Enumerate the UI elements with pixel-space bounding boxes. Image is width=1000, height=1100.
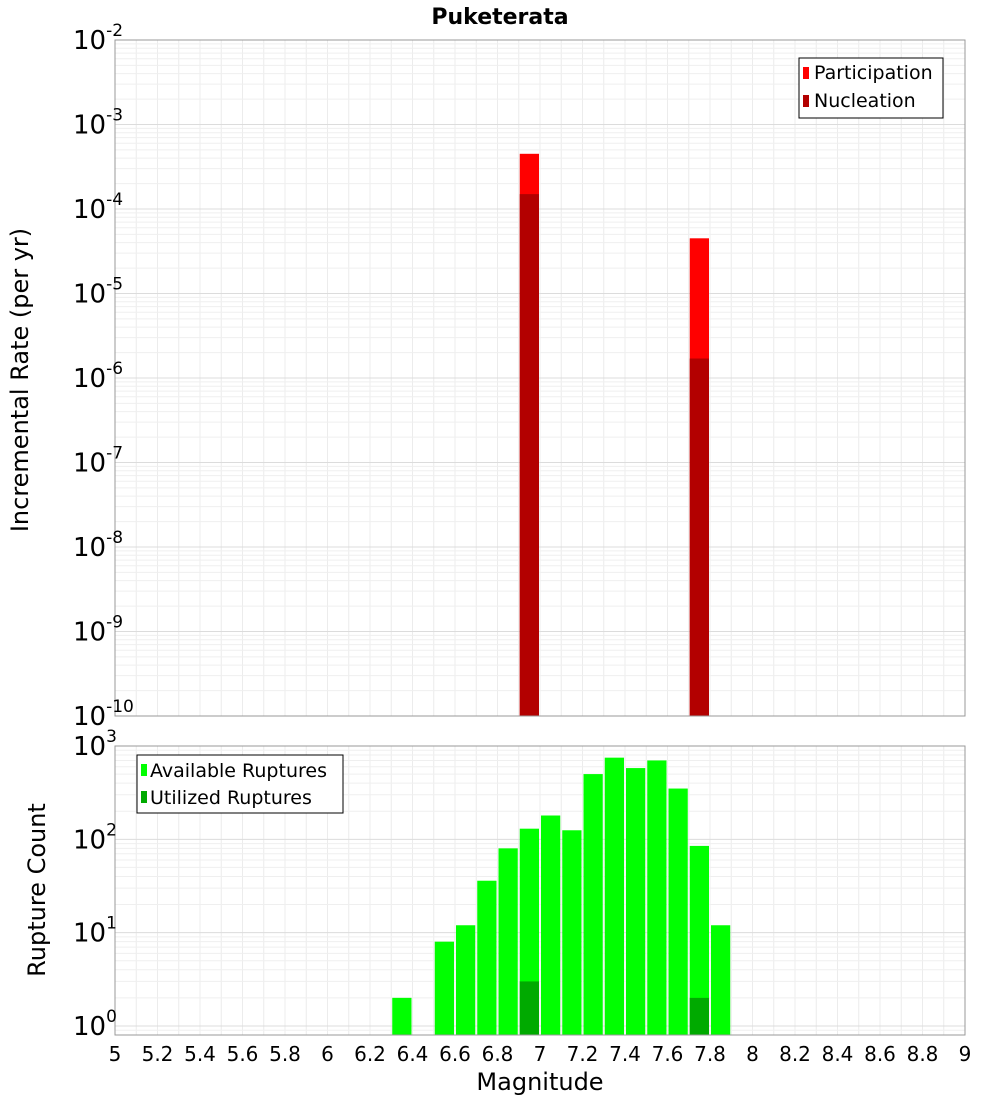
x-tick-labels: 5 5.2 5.4 5.6 5.8 6 6.2 6.4 6.6 6.8 7 7.2 7.4 7.6 7.8 8… — [109, 1042, 972, 1066]
x-tick-label: 8.6 — [864, 1042, 896, 1066]
bottom-bar-available-ruptures — [541, 815, 561, 1035]
x-tick-label: 5 — [109, 1042, 122, 1066]
bottom-bar-available-ruptures — [711, 925, 731, 1035]
bottom-bars — [392, 757, 731, 1035]
x-axis-label: Magnitude — [476, 1068, 603, 1096]
x-tick-label: 6.6 — [439, 1042, 471, 1066]
legend-label-utilized: Utilized Ruptures — [150, 787, 312, 809]
bottom-bar-available-ruptures — [583, 774, 603, 1035]
x-tick-label: 9 — [959, 1042, 972, 1066]
x-tick-label: 6.8 — [482, 1042, 514, 1066]
top-y-tick-label: 10-4 — [73, 190, 123, 225]
top-y-tick-label: 10-6 — [73, 359, 123, 394]
top-plot-border — [114, 39, 966, 717]
bottom-bar-available-ruptures — [604, 757, 624, 1035]
x-tick-label: 6.4 — [397, 1042, 429, 1066]
bottom-bar-available-ruptures — [668, 788, 688, 1035]
bottom-y-tick-label: 102 — [73, 820, 117, 855]
x-tick-label: 7.6 — [652, 1042, 684, 1066]
bottom-bar-available-ruptures — [689, 845, 709, 1035]
bottom-chart-panel: 100 101 102 103 Rupture Count Available Rup… — [23, 727, 966, 1042]
top-y-tick-label: 10-9 — [73, 613, 123, 648]
top-y-tick-label: 10-7 — [73, 444, 123, 479]
top-legend: Participation Nucleation — [798, 57, 944, 119]
top-y-tick-label: 10-5 — [73, 275, 123, 310]
top-bar-nucleation — [519, 194, 539, 716]
top-legend-box — [798, 57, 944, 119]
x-tick-label: 6 — [321, 1042, 334, 1066]
bottom-bar-available-ruptures — [647, 760, 667, 1035]
bottom-bar-available-ruptures — [562, 830, 582, 1035]
bottom-plot-border — [114, 745, 966, 1036]
legend-swatch-nucleation — [803, 95, 809, 107]
top-bar-nucleation — [689, 358, 709, 716]
top-y-axis-label: Incremental Rate (per yr) — [6, 228, 34, 532]
bottom-bar-utilized-ruptures — [519, 981, 539, 1035]
legend-swatch-utilized — [141, 791, 147, 803]
bottom-y-tick-labels: 100 101 102 103 — [73, 727, 117, 1042]
bottom-bar-available-ruptures — [477, 880, 497, 1035]
bottom-bar-available-ruptures — [434, 941, 454, 1035]
x-tick-label: 5.6 — [227, 1042, 259, 1066]
chart-title: Puketerata — [431, 5, 568, 30]
top-chart-panel: 10-10 10-9 10-8 10-7 10-6 10-5 10-4 10-3 10-2 In… — [6, 21, 966, 732]
x-tick-label: 7.4 — [609, 1042, 641, 1066]
x-tick-label: 8 — [746, 1042, 759, 1066]
bottom-y-tick-label: 103 — [73, 727, 117, 762]
bottom-legend: Available Ruptures Utilized Ruptures — [136, 754, 344, 814]
bottom-bar-available-ruptures — [392, 997, 412, 1035]
x-tick-label: 5.4 — [184, 1042, 216, 1066]
legend-label-nucleation: Nucleation — [814, 90, 916, 112]
legend-swatch-available — [141, 764, 147, 776]
x-tick-label: 5.2 — [142, 1042, 174, 1066]
x-tick-label: 8.2 — [779, 1042, 811, 1066]
bottom-y-axis-label: Rupture Count — [23, 803, 51, 977]
top-y-tick-label: 10-10 — [73, 697, 134, 732]
bottom-bar-available-ruptures — [626, 768, 646, 1035]
x-tick-label: 7 — [534, 1042, 547, 1066]
bottom-legend-box — [136, 754, 344, 814]
bottom-bar-available-ruptures — [498, 848, 518, 1035]
top-y-tick-label: 10-3 — [73, 106, 123, 141]
x-tick-label: 7.8 — [694, 1042, 726, 1066]
legend-swatch-participation — [803, 67, 809, 79]
x-tick-label: 8.4 — [822, 1042, 854, 1066]
top-y-tick-label: 10-2 — [73, 21, 123, 56]
legend-label-participation: Participation — [814, 62, 933, 84]
bottom-y-tick-label: 101 — [73, 914, 117, 949]
bottom-y-tick-label: 100 — [73, 1007, 117, 1042]
x-tick-label: 8.8 — [907, 1042, 939, 1066]
top-y-tick-label: 10-8 — [73, 528, 123, 563]
x-tick-label: 6.2 — [354, 1042, 386, 1066]
top-bars — [519, 153, 709, 717]
bottom-bar-utilized-ruptures — [689, 997, 709, 1035]
legend-label-available: Available Ruptures — [150, 760, 327, 782]
x-tick-label: 5.8 — [269, 1042, 301, 1066]
bottom-bar-available-ruptures — [456, 925, 476, 1035]
top-grid — [114, 40, 966, 717]
top-y-tick-labels: 10-10 10-9 10-8 10-7 10-6 10-5 10-4 10-3 10-2 — [73, 21, 134, 732]
x-tick-label: 7.2 — [567, 1042, 599, 1066]
